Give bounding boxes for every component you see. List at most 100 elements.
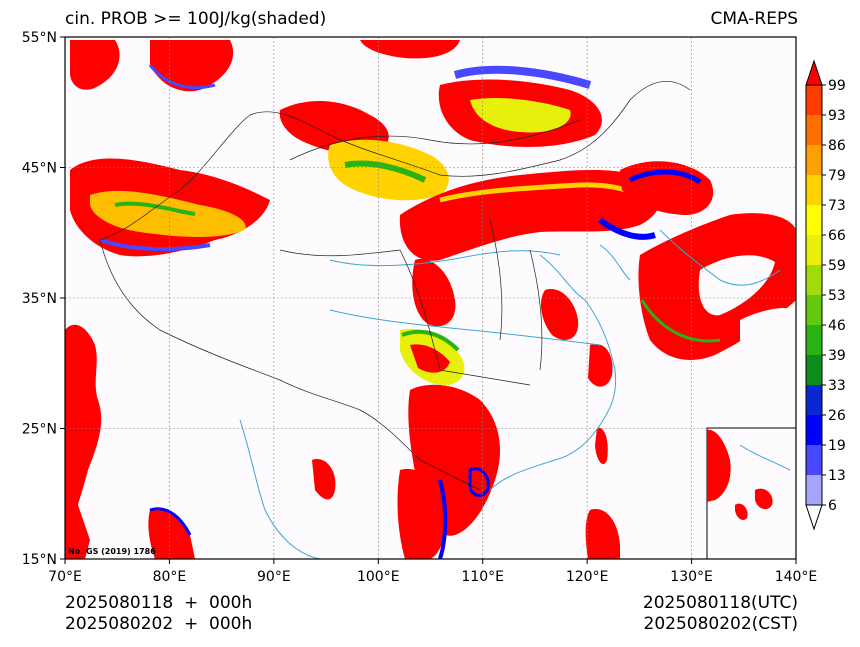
chart-title: cin. PROB >= 100J/kg(shaded): [65, 9, 327, 29]
lon-tick-label: 120°E: [566, 569, 609, 585]
colorbar-segment: [806, 325, 822, 355]
longitude-axis: 70°E 80°E 90°E 100°E 110°E 120°E 130°E 140°E: [48, 559, 817, 585]
border-provinces-2: [399, 249, 441, 371]
border-provinces-5: [529, 249, 543, 371]
lat-tick-label: 55°N: [22, 30, 57, 46]
shade-siberia-west: [150, 40, 234, 92]
colorbar-tick-label: 19: [828, 438, 846, 454]
lon-tick-label: 110°E: [461, 569, 504, 585]
shade-indochina: [397, 469, 446, 559]
shade-bay-fringe: [149, 507, 192, 536]
colorbar-segment: [806, 415, 822, 445]
lat-tick-label: 15°N: [22, 552, 57, 568]
review-number: No. GS (2019) 1786: [68, 547, 156, 556]
border-china-south: [99, 239, 481, 491]
init-time-line: 2025080118 + 000h: [65, 593, 253, 613]
shade-loess: [412, 259, 456, 327]
shade-taiwan: [595, 427, 608, 465]
colorbar-tick-label: 39: [828, 348, 846, 364]
colorbar-segment: [806, 175, 822, 205]
colorbar-tick-label: 66: [828, 228, 846, 244]
colorbar-tick-label: 93: [828, 108, 846, 124]
shade-mongolia-mid: [328, 139, 449, 201]
colorbar-segment: [806, 295, 822, 325]
colorbar-tick-label: 59: [828, 258, 846, 274]
colorbar-tick-label: 86: [828, 138, 846, 154]
shade-north-china-blue: [598, 217, 656, 240]
valid-time-line: 2025080202 + 000h: [65, 614, 253, 634]
shade-sichuan-green: [401, 329, 460, 352]
forecast-time-utc: 2025080118(UTC) 2025080202(CST): [643, 593, 798, 635]
colorbar-segment: [806, 355, 822, 385]
lon-tick-label: 100°E: [357, 569, 400, 585]
border-china-north: [99, 81, 691, 241]
boundaries: [99, 81, 691, 491]
coast-india: [239, 419, 321, 559]
lon-tick-label: 90°E: [257, 569, 291, 585]
shade-nw-blue: [99, 238, 211, 252]
shade-sea-of-japan-green: [640, 299, 721, 343]
colorbar-extend-high: [805, 59, 823, 86]
forecast-time-local: 2025080118 + 000h 2025080202 + 000h: [65, 593, 252, 635]
probability-shading: [65, 40, 796, 559]
shade-india-west: [65, 324, 102, 540]
colorbar-segment: [806, 235, 822, 265]
colorbar-segment: [806, 145, 822, 175]
colorbar-tick-label: 99: [828, 78, 846, 94]
lat-tick-label: 35°N: [22, 291, 57, 307]
colorbar-segment: [806, 475, 822, 505]
shade-southeast: [540, 289, 579, 340]
utc-time: 2025080118(UTC): [642, 593, 798, 613]
shade-bay-of-bengal: [148, 508, 195, 559]
colorbar-tick-label: 73: [828, 198, 846, 214]
colorbar-tick-label: 53: [828, 288, 846, 304]
inset-shade-3: [735, 503, 748, 521]
lat-tick-label: 45°N: [22, 161, 57, 177]
colorbar-tick-label: 6: [828, 498, 837, 514]
model-label: CMA-REPS: [710, 9, 798, 29]
shade-mongolia-mid-green: [344, 160, 427, 183]
shade-arabian-coast: [65, 490, 90, 559]
colorbar-segment: [806, 205, 822, 235]
cst-time: 2025080202(CST): [643, 614, 798, 634]
coast-china-east: [489, 254, 617, 491]
latitude-axis: 15°N 25°N 35°N 45°N 55°N: [22, 30, 65, 568]
inset-shade-2: [755, 488, 773, 510]
colorbar-segment: [806, 385, 822, 415]
inset-shade-1: [707, 429, 731, 502]
colorbar-segment: [806, 85, 822, 115]
colorbar-labels: 6 13 19 26 33 39 46 53 59 66 73 79 86 93 99: [822, 78, 846, 514]
shade-nw-green: [114, 201, 196, 216]
shade-siberia-blue: [148, 64, 216, 90]
shade-indochina-blue: [438, 479, 448, 559]
border-provinces-1: [279, 249, 401, 257]
shade-hainan: [468, 467, 490, 497]
lat-tick-label: 25°N: [22, 422, 57, 438]
shade-yangtze-east: [588, 344, 613, 387]
coast-korea: [599, 244, 631, 281]
shade-manchuria-blue: [628, 169, 702, 185]
shade-north-kaz: [70, 40, 120, 90]
lon-tick-label: 70°E: [48, 569, 82, 585]
colorbar: [805, 59, 823, 531]
colorbar-tick-label: 13: [828, 468, 846, 484]
inset-map: [706, 427, 797, 560]
river-yangtze: [329, 309, 601, 346]
colorbar-tick-label: 26: [828, 408, 846, 424]
coast-japan: [659, 229, 781, 286]
shade-ne-cap: [360, 40, 460, 59]
border-mongolia: [289, 119, 581, 161]
lon-tick-label: 130°E: [670, 569, 713, 585]
lon-tick-label: 80°E: [153, 569, 187, 585]
colorbar-extend-low: [805, 504, 823, 531]
colorbar-segment: [806, 445, 822, 475]
river-yellow: [329, 250, 561, 267]
colorbar-segment: [806, 265, 822, 295]
border-provinces-4: [489, 219, 503, 341]
colorbar-tick-label: 46: [828, 318, 846, 334]
graticule: [65, 37, 796, 559]
colorbar-segment: [806, 115, 822, 145]
colorbar-tick-label: 79: [828, 168, 846, 184]
shade-myanmar: [312, 459, 336, 500]
